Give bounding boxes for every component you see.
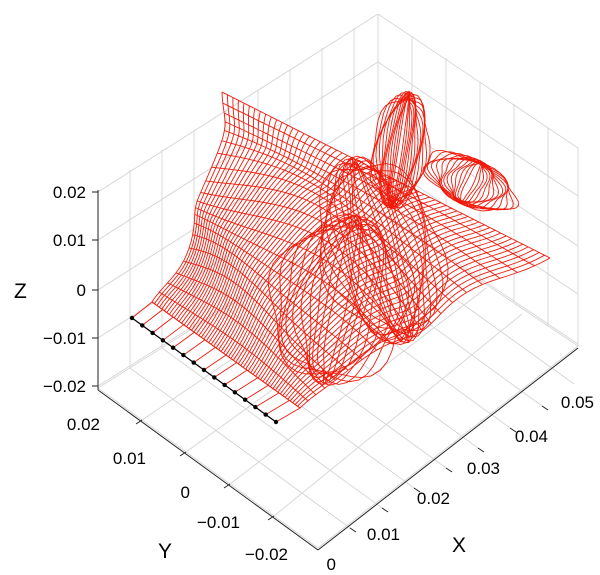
x-axis-label: X xyxy=(452,534,466,557)
y-tick-label: 0.02 xyxy=(67,415,100,434)
y-tick-label: 0.01 xyxy=(113,449,146,468)
body-lobe-ring xyxy=(319,163,449,345)
base-strip-line xyxy=(265,400,290,415)
base-strip-line xyxy=(131,301,153,319)
mesh-parallel xyxy=(192,234,363,360)
mesh-parallel xyxy=(222,102,535,267)
body-lobe-ring xyxy=(325,155,432,336)
lower-lobe-ring xyxy=(300,216,381,383)
mesh-parallel xyxy=(175,272,326,389)
base-strip-line xyxy=(275,407,301,423)
mesh-parallel xyxy=(217,152,453,303)
mesh-parallel xyxy=(189,247,349,371)
upper-lobe-ring xyxy=(369,93,431,209)
side-lobe-ring xyxy=(422,149,520,212)
mesh-parallel xyxy=(159,291,309,402)
base-strip-line xyxy=(234,377,258,393)
base-strip-line xyxy=(152,316,174,334)
y-axis-label: Y xyxy=(158,540,172,563)
mesh-meridian xyxy=(156,97,235,306)
y-tick-label: −0.01 xyxy=(197,513,240,532)
z-tick-label: −0.01 xyxy=(43,329,86,348)
mesh-parallel xyxy=(224,130,483,285)
y-tick-labels: 0.02 0.01 0 −0.01 −0.02 xyxy=(67,415,288,564)
z-tick-label: 0.01 xyxy=(53,231,86,250)
tick-marks xyxy=(92,191,549,533)
x-tick-labels: 0 0.01 0.02 0.03 0.04 0.05 xyxy=(327,393,594,574)
lower-lobe-ring xyxy=(278,215,410,383)
mesh-parallel xyxy=(167,282,317,396)
y-tick-label: −0.02 xyxy=(245,545,288,564)
z-tick-label: 0.02 xyxy=(53,183,86,202)
lower-lobe-ring xyxy=(308,214,375,379)
body-lobe-ring xyxy=(346,158,416,339)
x-tick-label: 0.02 xyxy=(417,489,450,508)
z-tick-labels: 0.02 0.01 0 −0.01 −0.02 xyxy=(43,183,86,396)
z-tick-label: 0 xyxy=(77,281,86,300)
z-axis-label: Z xyxy=(14,280,27,303)
base-strip-line xyxy=(255,392,280,408)
mesh-parallel xyxy=(197,200,414,336)
wireframe-surface xyxy=(131,90,551,423)
x-tick-label: 0.01 xyxy=(367,525,400,544)
base-strip-line xyxy=(142,309,163,326)
side-lobe-ring xyxy=(450,158,491,203)
mesh-parallel xyxy=(224,121,501,279)
x-tick-label: 0.03 xyxy=(467,459,500,478)
mesh-parallel xyxy=(194,222,377,351)
base-strip-line xyxy=(193,347,216,363)
mesh-parallel xyxy=(183,260,336,381)
base-strip-line xyxy=(214,362,237,378)
grid-lines xyxy=(97,13,579,549)
mesh-parallel xyxy=(200,191,423,332)
upper-lobe-ring xyxy=(375,92,425,207)
lower-lobe-ring xyxy=(267,213,416,379)
mesh-parallel xyxy=(221,91,551,259)
base-nodes xyxy=(129,315,279,425)
base-strip-line xyxy=(244,384,269,401)
upper-lobe-ring xyxy=(387,93,415,208)
body-lobe-ring xyxy=(320,162,444,345)
base-strip-line xyxy=(172,331,195,349)
base-strip-line xyxy=(203,354,227,371)
x-tick-label: 0.05 xyxy=(561,393,594,412)
mesh-parallel xyxy=(151,301,301,409)
lower-lobe-ring xyxy=(292,220,385,385)
x-tick-label: 0.04 xyxy=(515,427,548,446)
x-tick-label: 0 xyxy=(327,555,336,574)
base-strip-line xyxy=(224,369,248,386)
base-edge-line xyxy=(131,317,277,423)
mesh-meridian xyxy=(188,133,305,329)
y-tick-label: 0 xyxy=(181,483,190,502)
base-strip-line xyxy=(183,339,206,356)
body-lobe-ring xyxy=(322,157,438,342)
lower-lobe-ring xyxy=(312,214,368,378)
base-strip-line xyxy=(162,324,184,341)
mesh-parallel xyxy=(211,166,442,314)
z-tick-label: −0.02 xyxy=(43,377,86,396)
